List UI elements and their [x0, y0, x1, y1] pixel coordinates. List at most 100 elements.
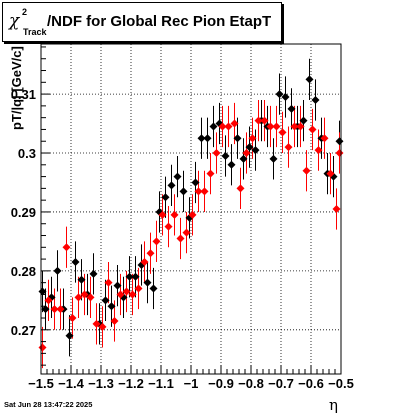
data-point-black — [125, 272, 134, 281]
tick-labels: −1.5 −1.4 −1.3 −1.2 −1.1 −1 −0.9 −0.8 −0.7 −0.6 −0… — [11, 87, 354, 391]
data-point-red — [182, 228, 191, 237]
x-tick-label: −1.1 — [148, 376, 174, 391]
x-tick-label: −1 — [184, 376, 199, 391]
y-tick-label: 0.29 — [11, 205, 36, 220]
data-point-red — [80, 290, 89, 299]
y-tick-label: 0.3 — [18, 146, 36, 161]
data-point-black — [41, 305, 50, 314]
data-point-red — [146, 249, 155, 258]
data-point-red — [248, 134, 257, 143]
data-point-red — [158, 210, 167, 219]
data-point-red — [272, 122, 281, 131]
data-point-black — [101, 296, 110, 305]
data-point-black — [203, 134, 212, 143]
data-point-red — [296, 122, 305, 131]
y-tick-label: 0.28 — [11, 264, 36, 279]
y-tick-label: 0.27 — [11, 323, 36, 338]
data-point-red — [308, 125, 317, 134]
data-point-black — [299, 116, 308, 125]
title-subscript: Track — [23, 27, 47, 37]
x-tick-label: −0.9 — [208, 376, 234, 391]
data-point-black — [209, 122, 218, 131]
data-point-red — [290, 122, 299, 131]
data-point-black — [311, 95, 320, 104]
title-text: /NDF for Global Rec Pion EtapT — [47, 13, 272, 30]
data-point-red — [194, 187, 203, 196]
data-point-red — [38, 343, 47, 352]
data-point-black — [173, 172, 182, 181]
data-point-red — [188, 210, 197, 219]
data-point-red — [44, 296, 53, 305]
y-axis-label: pT/|q| [GeV/c] — [9, 46, 24, 130]
data-point-red — [98, 322, 107, 331]
data-point-red — [92, 319, 101, 328]
data-point-black — [245, 143, 254, 152]
data-point-red — [332, 205, 341, 213]
data-point-red — [170, 210, 179, 219]
timestamp: Sat Jun 28 13:47:22 2025 — [4, 400, 93, 409]
data-point-black — [107, 302, 116, 311]
data-point-red — [200, 187, 209, 196]
data-point-red — [260, 116, 269, 125]
data-point-red — [122, 287, 131, 296]
data-point-black — [269, 154, 278, 163]
data-point-red — [134, 284, 143, 293]
x-tick-label: −0.5 — [328, 376, 354, 391]
x-tick-label: −0.6 — [298, 376, 324, 391]
data-point-black — [143, 278, 152, 287]
data-point-red — [56, 305, 65, 314]
data-point-black — [77, 275, 86, 284]
data-point-black — [113, 281, 122, 290]
data-point-red — [266, 122, 275, 131]
data-point-red — [74, 293, 83, 302]
data-point-black — [227, 160, 236, 169]
data-point-red — [62, 243, 71, 252]
data-point-black — [161, 193, 170, 202]
axis-ticks — [40, 46, 342, 374]
x-tick-label: −1.3 — [88, 376, 114, 391]
data-point-red — [68, 314, 77, 323]
data-point-black — [167, 181, 176, 190]
data-point-red — [236, 184, 245, 193]
data-point-red — [254, 116, 263, 125]
y-tick-label: 0.31 — [11, 87, 36, 102]
data-point-red — [206, 169, 215, 178]
data-point-black — [239, 154, 248, 163]
data-point-red — [314, 146, 323, 155]
x-tick-label: −0.8 — [238, 376, 264, 391]
data-point-black — [179, 187, 188, 196]
data-point-red — [302, 166, 311, 175]
data-point-red — [218, 122, 227, 131]
data-point-red — [320, 134, 329, 143]
data-point-black — [233, 134, 242, 143]
data-point-red — [230, 119, 239, 128]
data-point-red — [242, 149, 251, 158]
data-point-red — [164, 222, 173, 231]
data-point-black — [53, 266, 62, 275]
data-point-red — [152, 237, 161, 246]
data-point-black — [305, 75, 314, 84]
data-point-black — [221, 151, 230, 160]
x-axis-label: η — [329, 396, 338, 414]
data-point-red — [212, 149, 221, 158]
data-point-black — [131, 272, 140, 281]
data-point-red — [104, 278, 113, 287]
data-point-black — [335, 137, 344, 146]
x-tick-label: −0.7 — [268, 376, 294, 391]
title-superscript: 2 — [22, 7, 28, 17]
data-point-black — [71, 258, 80, 267]
data-point-red — [224, 122, 233, 131]
data-point-black — [281, 93, 290, 102]
data-point-black — [191, 178, 200, 187]
title-box: χ 2 Track /NDF for Global Rec Pion EtapT — [2, 2, 282, 42]
data-point-black — [65, 331, 74, 340]
title-chi-symbol: χ — [9, 11, 20, 31]
data-point-red — [326, 169, 335, 178]
data-point-red — [50, 305, 59, 314]
x-tick-label: −1.5 — [28, 376, 54, 391]
x-tick-label: −1.2 — [118, 376, 144, 391]
data-point-red — [176, 234, 185, 243]
x-tick-label: −1.4 — [58, 376, 84, 391]
data-point-red — [128, 290, 137, 299]
